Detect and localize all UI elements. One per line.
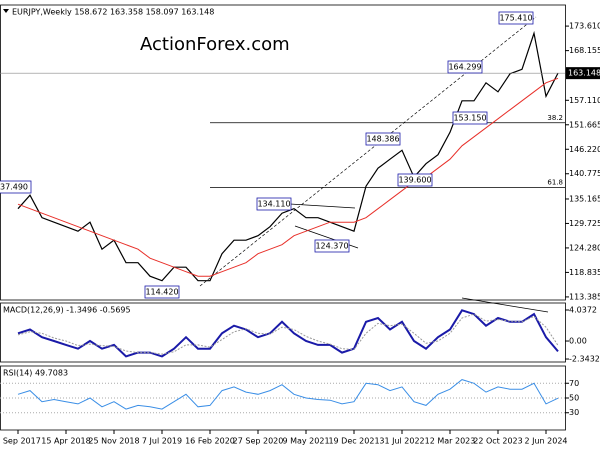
series-line: [17, 309, 559, 358]
annotation: 148.386: [366, 135, 399, 144]
annotation-box: [256, 197, 292, 211]
y-tick-label: 70: [569, 379, 579, 388]
y-tick-label: 140.775: [569, 169, 600, 178]
annotation: 175.410: [499, 14, 532, 23]
y-tick-label: 146.220: [569, 145, 600, 154]
last-price-label: 163.148: [568, 69, 600, 78]
annotation-box: [452, 111, 488, 125]
annotation: 114.420: [145, 288, 178, 297]
y-tick-label: 168.155: [569, 46, 600, 55]
x-tick-label: 22 Oct 2023: [473, 437, 522, 446]
annotation-box: [365, 132, 401, 146]
panel-title: MACD(12,26,9) -1.3496 -0.5695: [3, 306, 131, 315]
x-tick-label: 27 Sep 2020: [233, 437, 284, 446]
y-tick-label: 129.725: [569, 219, 600, 228]
panel-frame: [0, 4, 566, 301]
triangle-line: [289, 203, 356, 209]
annotation: 153.150: [453, 114, 486, 123]
y-tick-label: 135.165: [569, 194, 600, 203]
watermark: ActionForex.com: [140, 34, 290, 55]
panel-title: EURJPY,Weekly 158.672 163.358 158.097 16…: [12, 8, 214, 17]
menu-triangle: [3, 9, 9, 13]
series-line: [17, 77, 559, 277]
x-tick-label: 15 Apr 2018: [41, 437, 90, 446]
x-tick-label: 25 Nov 2018: [88, 437, 139, 446]
annotation-box: [397, 173, 433, 187]
annotation: 139.600: [398, 176, 431, 185]
y-tick-label: 173.610: [569, 22, 600, 31]
x-tick-label: 9 May 2021: [282, 437, 329, 446]
x-tick-label: 16 Feb 2020: [185, 437, 235, 446]
y-tick-label: 124.280: [569, 243, 600, 252]
annotation: 164.299: [448, 63, 481, 72]
y-tick-label: 30: [569, 408, 579, 417]
x-tick-label: 2 Jun 2024: [524, 437, 567, 446]
panel-frame: [0, 302, 566, 363]
series-line: [17, 30, 559, 282]
x-tick-label: 3 Sep 2017: [0, 437, 41, 446]
y-tick-label: 113.385: [569, 292, 600, 301]
series-line: [17, 313, 559, 355]
x-tick-label: 7 Jul 2019: [142, 437, 182, 446]
y-tick-label: 50: [569, 394, 579, 403]
y-tick-label: 157.110: [569, 96, 600, 105]
annotation: 37.490: [0, 183, 28, 192]
y-tick-label: 0.00: [569, 337, 587, 346]
x-tick-label: 19 Dec 2021: [328, 437, 379, 446]
annotation-box: [0, 180, 32, 194]
annotation-box: [498, 11, 534, 25]
last-price-box: [566, 67, 600, 80]
annotation: 124.370: [315, 242, 348, 251]
y-tick-label: 118.835: [569, 268, 600, 277]
annotation-box: [447, 60, 483, 74]
y-tick-label: -2.3432: [569, 355, 600, 364]
fib-label: 61.8: [547, 178, 563, 186]
x-tick-label: 12 Mar 2023: [425, 437, 476, 446]
x-tick-label: 31 Jul 2022: [379, 437, 424, 446]
annotation-box: [144, 285, 180, 299]
annotation: 134.110: [257, 200, 290, 209]
panel-title: RSI(14) 49.7083: [3, 369, 68, 378]
annotation-box: [314, 239, 350, 253]
series-line: [17, 379, 559, 410]
y-tick-label: 151.665: [569, 120, 600, 129]
y-tick-label: 4.0372: [569, 306, 597, 315]
trend-channel: [199, 16, 537, 287]
fib-label: 38.2: [547, 114, 563, 122]
